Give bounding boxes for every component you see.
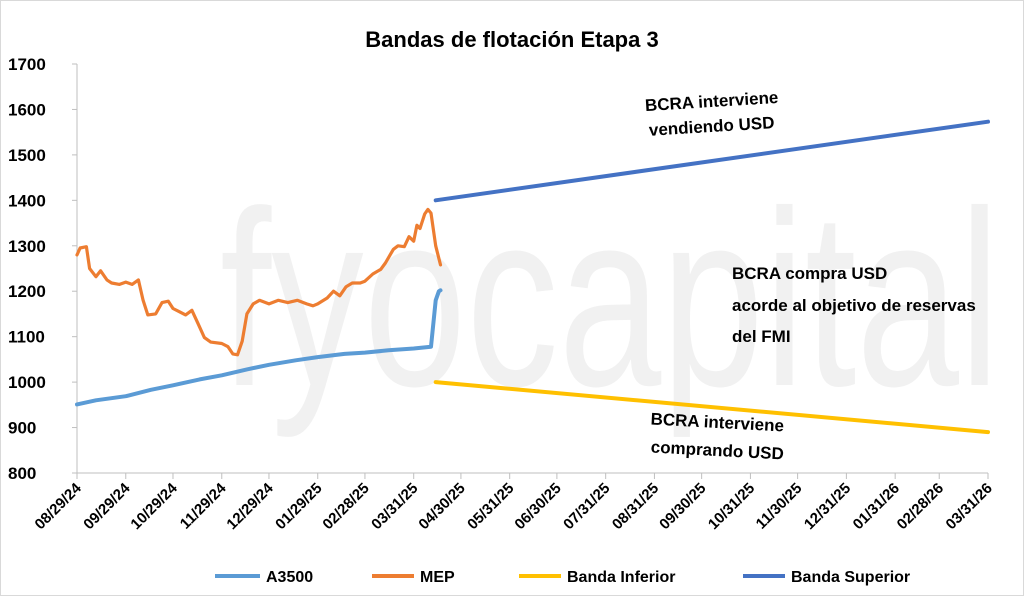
series-line-a3500 bbox=[75, 288, 443, 407]
x-tick-label: 01/29/25 bbox=[272, 480, 325, 533]
x-tick-label: 09/30/25 bbox=[656, 480, 709, 533]
y-tick-label: 1000 bbox=[8, 373, 46, 392]
annotation-reserves-line-2: acorde al objetivo de reservas bbox=[732, 296, 976, 315]
annotation-sell-line-1: BCRA interviene bbox=[644, 88, 778, 115]
legend-label-banda-inferior: Banda Inferior bbox=[567, 569, 675, 586]
legend-item-mep: MEP bbox=[372, 569, 455, 586]
x-tick-label: 03/31/26 bbox=[943, 480, 996, 533]
y-tick-label: 1500 bbox=[8, 146, 46, 165]
series-line-mep bbox=[75, 207, 443, 357]
series-line-banda-superior bbox=[433, 119, 990, 203]
x-tick-label: 12/31/25 bbox=[801, 480, 854, 533]
annotation-sell: BCRA interviene vendiendo USD bbox=[644, 88, 778, 140]
y-tick-label: 900 bbox=[8, 419, 36, 438]
y-tick-label: 1200 bbox=[8, 282, 46, 301]
legend-item-a3500: A3500 bbox=[215, 569, 313, 586]
x-tick-label: 03/31/25 bbox=[368, 480, 421, 533]
x-tick-label: 11/29/24 bbox=[177, 479, 230, 532]
x-tick-label: 12/29/24 bbox=[223, 479, 277, 533]
annotation-reserves-line-3: del FMI bbox=[732, 327, 791, 346]
y-tick-label: 1400 bbox=[8, 191, 46, 210]
watermark: fyocapital bbox=[220, 159, 1000, 438]
annotation-sell-line-2: vendiendo USD bbox=[648, 113, 775, 140]
y-axis: 1700 1600 1500 1400 1300 1200 1100 1000 900 800 bbox=[8, 55, 78, 483]
x-tick-label: 06/30/25 bbox=[511, 480, 564, 533]
x-tick-label: 07/31/25 bbox=[560, 480, 613, 533]
x-tick-label: 02/28/26 bbox=[894, 480, 947, 533]
x-tick-label: 04/30/25 bbox=[415, 480, 468, 533]
x-tick-label: 01/31/26 bbox=[850, 480, 903, 533]
x-tick-label: 05/31/25 bbox=[464, 480, 517, 533]
legend: A3500 MEP Banda Inferior Banda Superior bbox=[215, 569, 910, 586]
series-layer bbox=[75, 119, 990, 435]
x-tick-label: 08/29/24 bbox=[32, 479, 86, 533]
x-tick-label: 02/28/25 bbox=[319, 480, 372, 533]
y-tick-label: 1600 bbox=[8, 100, 46, 119]
annotation-reserves: BCRA compra USD acorde al objetivo de re… bbox=[732, 264, 976, 346]
legend-label-mep: MEP bbox=[420, 569, 455, 586]
legend-item-banda-superior: Banda Superior bbox=[743, 569, 910, 586]
x-tick-label: 09/29/24 bbox=[80, 479, 134, 533]
x-axis: 08/29/2409/29/2410/29/2411/29/2412/29/24… bbox=[32, 472, 996, 533]
x-tick-label: 10/29/24 bbox=[127, 479, 181, 533]
x-tick-label: 11/30/25 bbox=[753, 480, 806, 533]
x-tick-label: 08/31/25 bbox=[609, 480, 662, 533]
chart-title: Bandas de flotación Etapa 3 bbox=[365, 27, 658, 52]
legend-label-a3500: A3500 bbox=[266, 569, 313, 586]
y-tick-label: 1700 bbox=[8, 55, 46, 74]
x-tick-label: 10/31/25 bbox=[705, 480, 758, 533]
annotation-reserves-line-1: BCRA compra USD bbox=[732, 264, 887, 283]
y-tick-label: 800 bbox=[8, 464, 36, 483]
legend-label-banda-superior: Banda Superior bbox=[791, 569, 910, 586]
y-tick-label: 1300 bbox=[8, 237, 46, 256]
series-line-banda-inferior bbox=[433, 380, 990, 435]
annotation-buy-line-2: comprando USD bbox=[650, 438, 784, 464]
y-tick-label: 1100 bbox=[8, 328, 45, 347]
legend-item-banda-inferior: Banda Inferior bbox=[519, 569, 675, 586]
